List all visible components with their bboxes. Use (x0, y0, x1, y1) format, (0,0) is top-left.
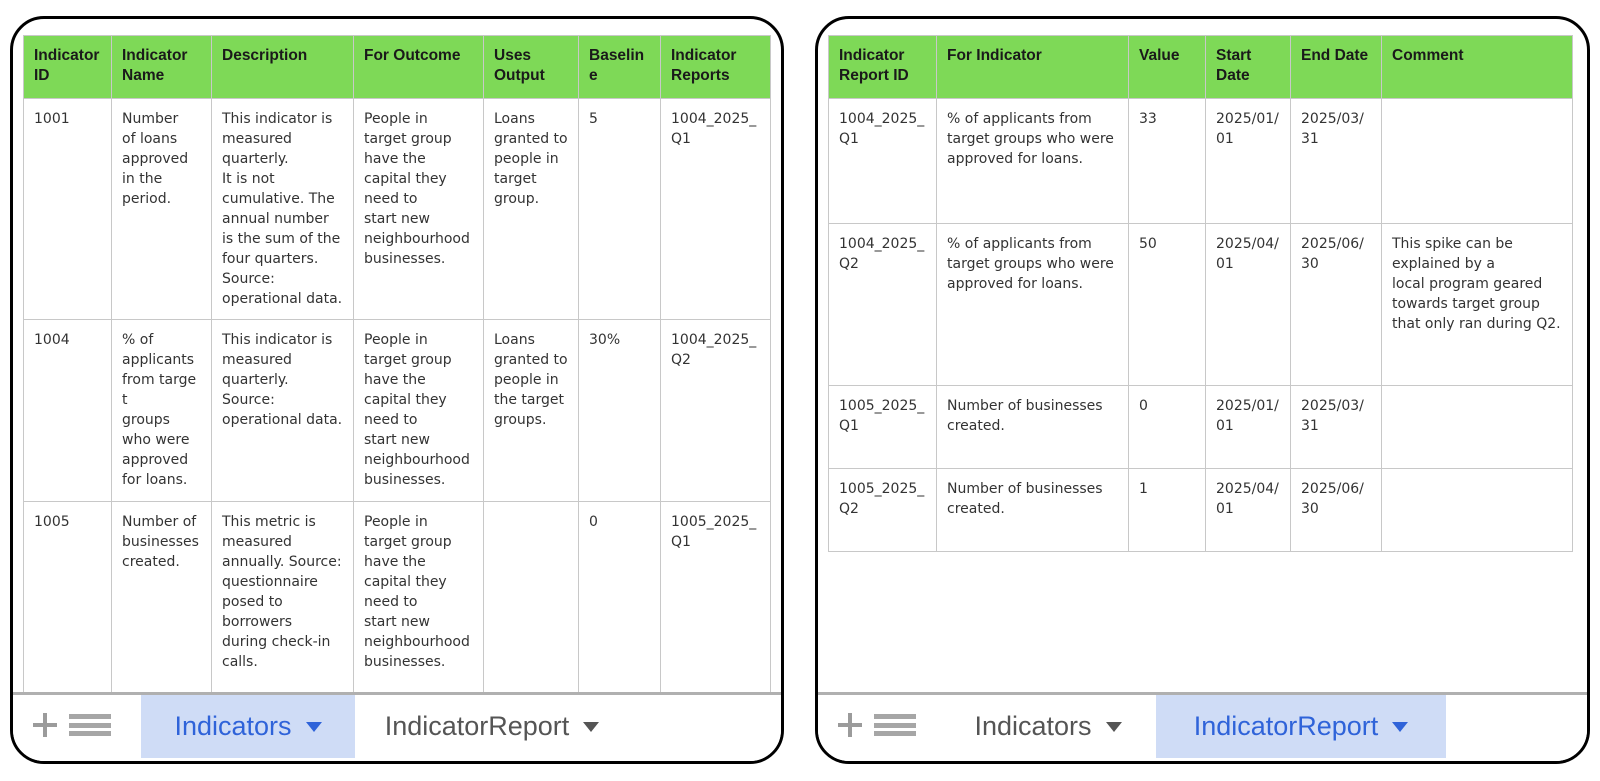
cell-uses-output[interactable]: Loans granted to people in the target gr… (483, 319, 579, 502)
table-row: 1005_2025_ Q2 Number of businesses creat… (828, 468, 1573, 552)
cell-indicator-name[interactable]: % of applicants from target groups who w… (111, 319, 212, 502)
cell-indicator-report-id[interactable]: 1004_2025_ Q2 (828, 223, 937, 386)
hamburger-menu-icon[interactable] (69, 714, 111, 736)
cell-value[interactable]: 50 (1128, 223, 1206, 386)
cell-indicator-report-id[interactable]: 1004_2025_ Q1 (828, 98, 937, 224)
cell-baseline[interactable]: 30% (578, 319, 661, 502)
column-header-description[interactable]: Description (211, 35, 354, 99)
tab-indicatorreport[interactable]: IndicatorReport (1156, 695, 1446, 758)
cell-comment[interactable]: This spike can be explained by a local p… (1381, 223, 1573, 386)
cell-description[interactable]: This indicator is measured quarterly. It… (211, 98, 354, 320)
table-row: 1004_2025_ Q1 % of applicants from targe… (828, 98, 1573, 224)
cell-description[interactable]: This metric is measured annually. Source… (211, 501, 354, 695)
tab-indicatorreport[interactable]: IndicatorReport (365, 695, 619, 758)
cell-start-date[interactable]: 2025/04/ 01 (1205, 468, 1291, 552)
indicatorreport-sheet-window: Indicator Report ID For Indicator Value … (815, 16, 1590, 764)
column-header-uses-output[interactable]: Uses Output (483, 35, 579, 99)
indicators-sheet-window: Indicator ID Indicator Name Description … (10, 16, 784, 764)
indicators-grid: Indicator ID Indicator Name Description … (23, 35, 771, 695)
sheet-tab-bar: Indicators IndicatorReport (13, 692, 781, 761)
cell-uses-output[interactable]: Loans granted to people in target group. (483, 98, 579, 320)
caret-down-icon[interactable] (1392, 721, 1409, 732)
column-header-for-outcome[interactable]: For Outcome (353, 35, 484, 99)
cell-value[interactable]: 1 (1128, 468, 1206, 552)
cell-comment[interactable] (1381, 98, 1573, 224)
cell-description[interactable]: This indicator is measured quarterly. So… (211, 319, 354, 502)
cell-for-outcome[interactable]: People in target group have the capital … (353, 319, 484, 502)
cell-end-date[interactable]: 2025/06/ 30 (1290, 468, 1382, 552)
column-header-baseline[interactable]: Baselin e (578, 35, 661, 99)
cell-for-outcome[interactable]: People in target group have the capital … (353, 501, 484, 695)
caret-down-icon[interactable] (1105, 721, 1122, 732)
table-row: 1005 Number of businesses created. This … (23, 501, 771, 695)
cell-for-outcome[interactable]: People in target group have the capital … (353, 98, 484, 320)
cell-indicator-id[interactable]: 1004 (23, 319, 112, 502)
hamburger-menu-icon[interactable] (874, 714, 916, 736)
table-row: 1001 Number of loans approved in the per… (23, 98, 771, 320)
column-header-indicator-name[interactable]: Indicator Name (111, 35, 212, 99)
column-header-value[interactable]: Value (1128, 35, 1206, 99)
cell-uses-output[interactable] (483, 501, 579, 695)
tab-indicators[interactable]: Indicators (943, 695, 1153, 758)
cell-start-date[interactable]: 2025/01/ 01 (1205, 98, 1291, 224)
cell-end-date[interactable]: 2025/06/ 30 (1290, 223, 1382, 386)
cell-indicator-reports[interactable]: 1004_2025_ Q2 (660, 319, 771, 502)
column-header-indicator-reports[interactable]: Indicator Reports (660, 35, 771, 99)
column-header-indicator-report-id[interactable]: Indicator Report ID (828, 35, 937, 99)
cell-indicator-report-id[interactable]: 1005_2025_ Q1 (828, 385, 937, 469)
table-row: 1004_2025_ Q2 % of applicants from targe… (828, 223, 1573, 386)
tab-indicators[interactable]: Indicators (141, 695, 355, 758)
indicatorreport-table: Indicator Report ID For Indicator Value … (828, 35, 1573, 552)
caret-down-icon[interactable] (305, 721, 322, 732)
table-row: 1005_2025_ Q1 Number of businesses creat… (828, 385, 1573, 469)
header-row: Indicator ID Indicator Name Description … (23, 35, 771, 99)
plus-icon[interactable] (33, 713, 57, 737)
cell-end-date[interactable]: 2025/03/ 31 (1290, 98, 1382, 224)
column-header-comment[interactable]: Comment (1381, 35, 1573, 99)
plus-icon[interactable] (838, 713, 862, 737)
column-header-end-date[interactable]: End Date (1290, 35, 1382, 99)
indicators-table: Indicator ID Indicator Name Description … (23, 35, 771, 695)
cell-start-date[interactable]: 2025/04/ 01 (1205, 223, 1291, 386)
caret-down-icon[interactable] (583, 721, 600, 732)
cell-for-indicator[interactable]: % of applicants from target groups who w… (936, 223, 1129, 386)
cell-for-indicator[interactable]: Number of businesses created. (936, 468, 1129, 552)
column-header-for-indicator[interactable]: For Indicator (936, 35, 1129, 99)
cell-value[interactable]: 33 (1128, 98, 1206, 224)
tab-label: IndicatorReport (384, 711, 570, 741)
cell-indicator-name[interactable]: Number of loans approved in the period. (111, 98, 212, 320)
table-row: 1004 % of applicants from target groups … (23, 319, 771, 502)
column-header-indicator-id[interactable]: Indicator ID (23, 35, 112, 99)
cell-indicator-reports[interactable]: 1005_2025_ Q1 (660, 501, 771, 695)
cell-for-indicator[interactable]: % of applicants from target groups who w… (936, 98, 1129, 224)
tab-label: Indicators (174, 711, 292, 741)
tab-label: Indicators (974, 711, 1092, 741)
cell-indicator-report-id[interactable]: 1005_2025_ Q2 (828, 468, 937, 552)
cell-value[interactable]: 0 (1128, 385, 1206, 469)
sheet-tab-bar: Indicators IndicatorReport (818, 692, 1587, 761)
cell-comment[interactable] (1381, 468, 1573, 552)
tab-label: IndicatorReport (1193, 711, 1379, 741)
cell-for-indicator[interactable]: Number of businesses created. (936, 385, 1129, 469)
cell-indicator-id[interactable]: 1005 (23, 501, 112, 695)
cell-indicator-reports[interactable]: 1004_2025_ Q1 (660, 98, 771, 320)
cell-start-date[interactable]: 2025/01/ 01 (1205, 385, 1291, 469)
column-header-start-date[interactable]: Start Date (1205, 35, 1291, 99)
indicatorreport-grid: Indicator Report ID For Indicator Value … (828, 35, 1577, 695)
cell-comment[interactable] (1381, 385, 1573, 469)
cell-baseline[interactable]: 0 (578, 501, 661, 695)
cell-indicator-name[interactable]: Number of businesses created. (111, 501, 212, 695)
header-row: Indicator Report ID For Indicator Value … (828, 35, 1573, 99)
cell-end-date[interactable]: 2025/03/ 31 (1290, 385, 1382, 469)
cell-indicator-id[interactable]: 1001 (23, 98, 112, 320)
sheet-controls (838, 713, 916, 737)
sheet-controls (33, 713, 111, 737)
cell-baseline[interactable]: 5 (578, 98, 661, 320)
